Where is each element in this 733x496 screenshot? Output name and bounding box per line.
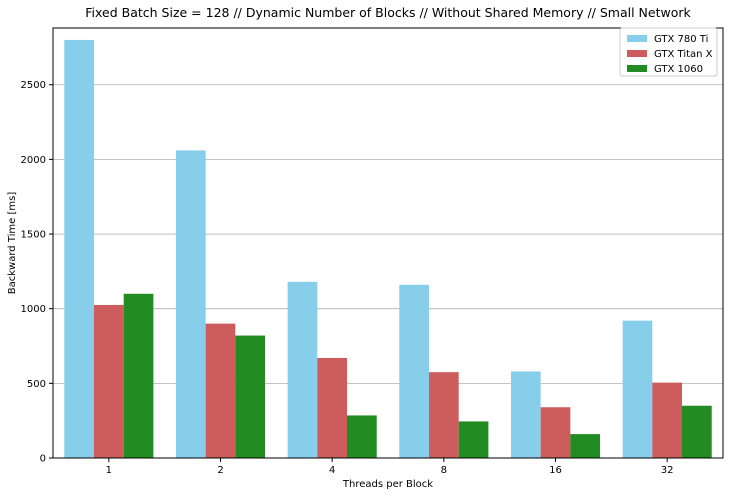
- legend-label: GTX 780 Ti: [654, 34, 708, 45]
- x-tick-label: 4: [329, 465, 335, 476]
- gridlines: [53, 84, 723, 384]
- chart-title: Fixed Batch Size = 128 // Dynamic Number…: [85, 5, 691, 20]
- bar-gtx-780-ti-4: [287, 281, 318, 458]
- legend: GTX 780 Ti GTX Titan X GTX 1060: [619, 27, 718, 77]
- y-axis-label: Backward Time [ms]: [7, 192, 18, 295]
- bar-gtx-1060-2: [235, 335, 266, 458]
- x-tick-label: 1: [106, 465, 112, 476]
- y-tick-label: 0: [40, 454, 46, 465]
- bar-gtx-titan-x-1: [93, 304, 124, 458]
- y-tick-label: 1000: [21, 304, 46, 315]
- bar-gtx-titan-x-8: [428, 372, 459, 458]
- plot-frame: [52, 27, 724, 459]
- y-tick-label: 1500: [21, 230, 46, 241]
- bars: [64, 39, 712, 459]
- x-tick-label: 2: [217, 465, 223, 476]
- x-tick-label: 16: [549, 465, 562, 476]
- bar-gtx-780-ti-2: [175, 150, 206, 459]
- bar-gtx-1060-8: [458, 421, 489, 458]
- x-tick-label: 8: [441, 465, 447, 476]
- x-axis-ticks: 1 2 4 8 16 32: [106, 458, 674, 476]
- legend-swatch: [627, 35, 647, 42]
- bar-gtx-780-ti-1: [64, 39, 94, 458]
- bar-gtx-titan-x-16: [540, 407, 571, 458]
- y-tick-label: 2000: [21, 155, 46, 166]
- bar-gtx-1060-1: [123, 293, 154, 458]
- legend-label: GTX 1060: [654, 64, 703, 75]
- y-tick-label: 2500: [21, 80, 46, 91]
- bar-gtx-1060-16: [570, 434, 601, 458]
- bar-gtx-780-ti-32: [622, 320, 653, 458]
- y-tick-label: 500: [27, 379, 46, 390]
- bar-gtx-1060-4: [347, 415, 377, 458]
- bar-gtx-1060-32: [682, 405, 712, 458]
- y-axis-ticks: 0 500 1000 1500 2000 2500: [21, 80, 53, 465]
- legend-swatch: [627, 65, 647, 72]
- bar-gtx-titan-x-32: [652, 382, 683, 458]
- bar-gtx-titan-x-4: [317, 357, 348, 458]
- legend-swatch: [627, 50, 647, 57]
- bar-gtx-780-ti-8: [399, 284, 429, 458]
- x-tick-label: 32: [661, 465, 674, 476]
- bar-gtx-780-ti-16: [510, 371, 541, 458]
- x-axis-label: Threads per Block: [342, 479, 433, 490]
- legend-label: GTX Titan X: [654, 49, 713, 60]
- bar-gtx-titan-x-2: [205, 323, 236, 458]
